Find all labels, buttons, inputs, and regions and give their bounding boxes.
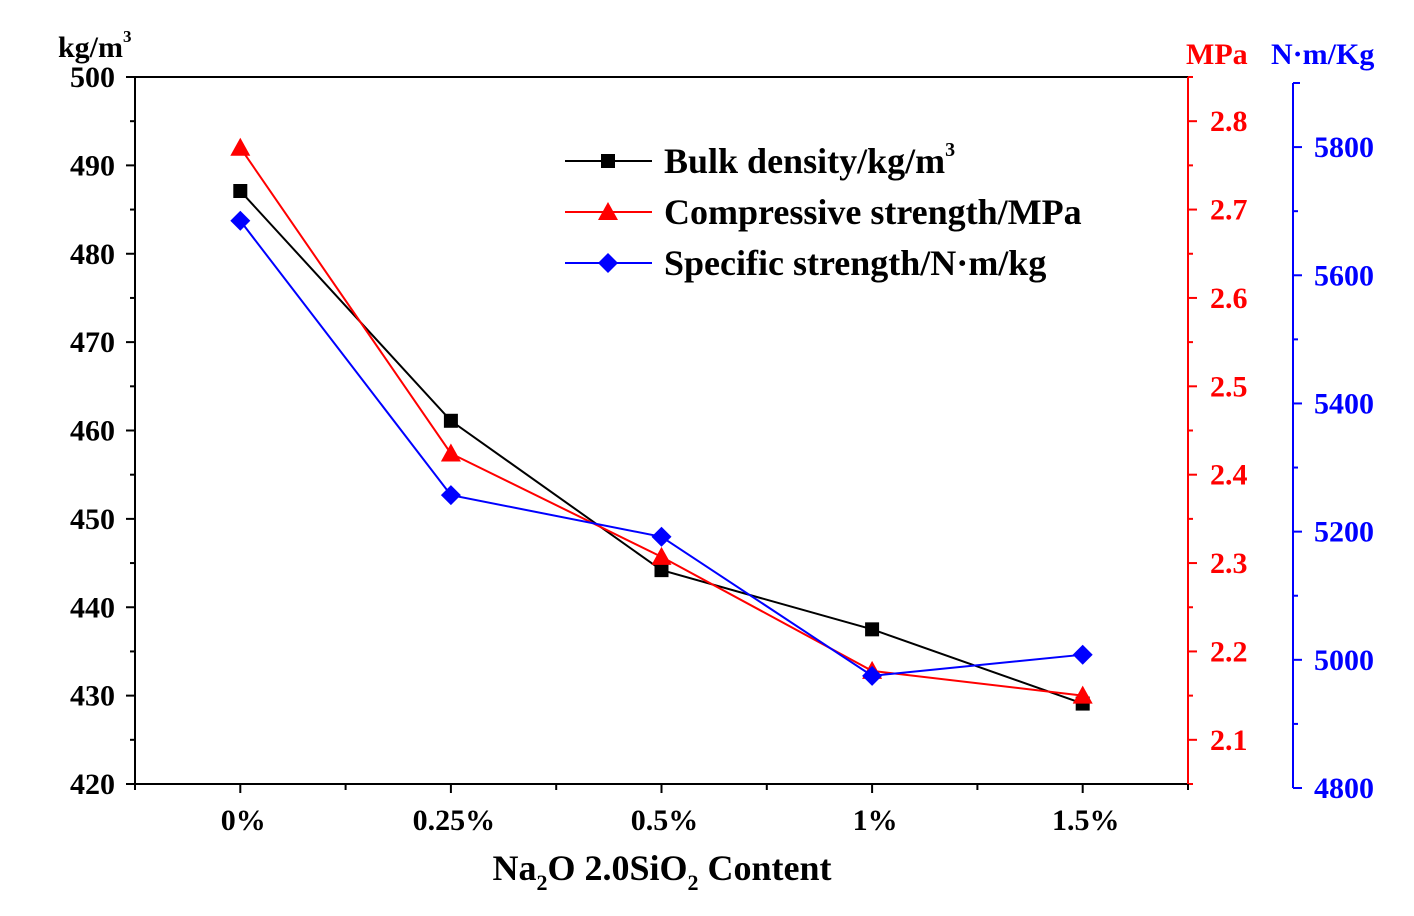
specific-axis-unit: N·m/Kg [1271,38,1374,71]
data-point [443,413,458,428]
x-tick-label: 0.5% [631,804,699,837]
legend-label: Bulk density/kg/m3 [664,139,955,181]
x-tick-label: 0% [221,804,266,837]
x-tick-label: 1.5% [1052,804,1120,837]
data-point [440,443,461,462]
specific-tick-label: 4800 [1314,772,1374,805]
specific-tick-label: 5800 [1314,131,1374,164]
x-axis-label: Na2O 2.0SiO2 Content [492,848,831,895]
series-diamond [230,210,1093,686]
y-tick-label: 470 [70,326,115,359]
mpa-tick-label: 2.5 [1210,370,1248,403]
y-tick-label: 420 [70,768,115,801]
mpa-tick-label: 2.3 [1210,547,1248,580]
x-tick-label: 1% [853,804,898,837]
mpa-tick-label: 2.8 [1210,105,1248,138]
mpa-axis-unit: MPa [1186,38,1248,71]
legend-marker [598,202,618,220]
left-axis-unit: kg/m3 [58,27,132,64]
mpa-tick-label: 2.2 [1210,635,1248,668]
data-point [440,485,461,506]
data-point [230,210,251,231]
series-line [239,220,1083,677]
data-point [1072,685,1093,704]
specific-tick-label: 5000 [1314,644,1374,677]
data-point [651,546,672,565]
data-point [651,526,672,547]
legend-marker [601,154,615,168]
data-point [862,665,883,686]
y-tick-label: 500 [70,61,115,94]
legend-label: Compressive strength/MPa [664,192,1082,232]
x-tick-label: 0.25% [413,804,496,837]
data-point [654,563,669,578]
specific-tick-label: 5200 [1314,516,1374,549]
data-point [230,137,251,156]
mpa-tick-label: 2.1 [1210,724,1248,757]
y-tick-label: 480 [70,238,115,271]
y-tick-label: 440 [70,591,115,624]
specific-tick-label: 5400 [1314,387,1374,420]
y-tick-label: 450 [70,503,115,536]
specific-tick-label: 5600 [1314,259,1374,292]
data-point [865,622,880,637]
data-point [1072,644,1093,665]
legend-marker [598,253,618,273]
mpa-tick-label: 2.4 [1210,459,1248,492]
y-tick-label: 490 [70,149,115,182]
data-point [233,184,248,199]
mpa-tick-label: 2.6 [1210,282,1248,315]
y-tick-label: 460 [70,415,115,448]
mpa-tick-label: 2.7 [1210,194,1248,227]
y-tick-label: 430 [70,680,115,713]
legend-label: Specific strength/N·m/kg [664,243,1046,283]
